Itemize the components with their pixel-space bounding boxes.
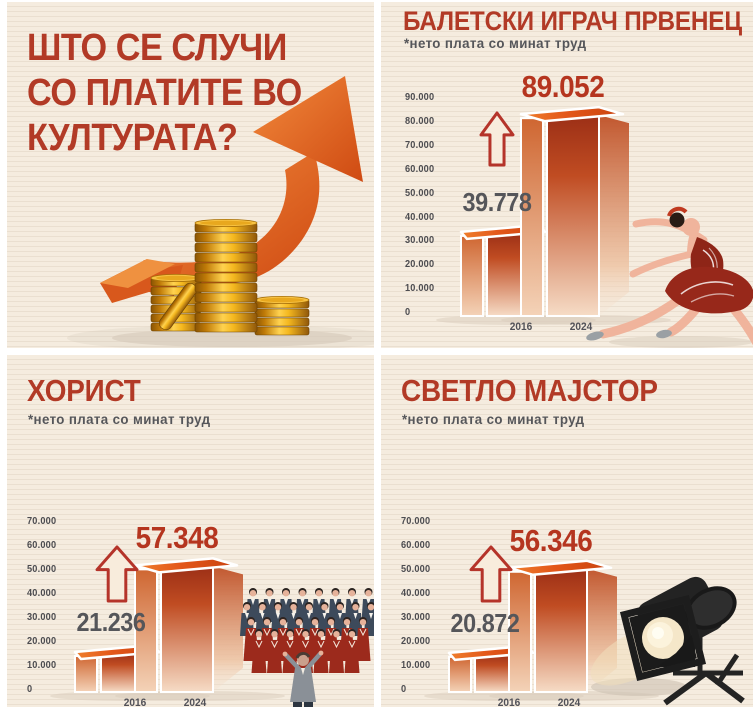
poster-title-line: ШТО СЕ СЛУЧИ xyxy=(27,27,287,69)
y-axis-tick-label: 70.000 xyxy=(27,516,57,527)
bar-chart-chorist xyxy=(50,545,374,707)
y-axis-tick-label: 40.000 xyxy=(401,588,431,599)
bar-chart-ballet-principal-dancer xyxy=(436,105,753,348)
y-axis-tick-label: 60.000 xyxy=(27,540,57,551)
poster-title-line: СО ПЛАТИТЕ ВО xyxy=(27,72,302,114)
chart-subtitle: *нето плата со минат труд xyxy=(402,411,585,427)
increase-arrow-icon xyxy=(479,111,515,167)
y-axis-tick-label: 70.000 xyxy=(405,139,435,151)
y-axis-tick-label: 30.000 xyxy=(401,612,431,623)
coins-and-arrow-illustration xyxy=(67,76,374,348)
chart-title: СВЕТЛО МАЈСТОР xyxy=(401,373,658,408)
chart-panel-chorist: ХОРИСТ *нето плата со минат труд 70.000 6… xyxy=(7,355,374,707)
y-axis-tick-label: 60.000 xyxy=(405,163,435,175)
y-axis-tick-label: 0 xyxy=(401,684,407,695)
y-axis-tick-label: 40.000 xyxy=(405,211,435,223)
increase-arrow-icon xyxy=(469,545,513,603)
x-axis-category-label: 2024 xyxy=(183,697,207,707)
bar-value-label: 89.052 xyxy=(521,69,605,105)
x-axis-category-label: 2016 xyxy=(123,697,147,707)
bar-value-label: 56.346 xyxy=(509,522,593,558)
y-axis-tick-label: 20.000 xyxy=(401,636,431,647)
y-axis-tick-label: 0 xyxy=(27,684,33,695)
chart-subtitle: *нето плата со минат труд xyxy=(404,35,587,51)
bar-2024 xyxy=(519,105,629,317)
poster-title-line: КУЛТУРАТА? xyxy=(27,117,238,159)
y-axis-tick-label: 70.000 xyxy=(401,516,431,527)
chart-panel-ballet-principal: БАЛЕТСКИ ИГРАЧ ПРВЕНЕЦ *нето плата со ми… xyxy=(381,2,753,348)
x-axis-category-label: 2016 xyxy=(497,697,521,707)
chart-title: ХОРИСТ xyxy=(27,373,141,408)
intro-panel: ШТО СЕ СЛУЧИ СО ПЛАТИТЕ ВО КУЛТУРАТА? xyxy=(7,2,374,348)
y-axis-tick-label: 10.000 xyxy=(401,660,431,671)
x-axis-category-label: 2024 xyxy=(569,321,593,333)
bar-value-label: 57.348 xyxy=(135,520,219,556)
poster-title: ШТО СЕ СЛУЧИ СО ПЛАТИТЕ ВО КУЛТУРАТА? xyxy=(27,26,302,161)
y-axis-tick-label: 50.000 xyxy=(401,564,431,575)
y-axis-tick-label: 50.000 xyxy=(27,564,57,575)
increase-arrow-icon xyxy=(95,545,139,603)
spotlight-illustration xyxy=(590,576,745,706)
y-axis-tick-label: 50.000 xyxy=(405,187,435,199)
chart-panel-light-master: СВЕТЛО МАЈСТОР *нето плата со минат труд… xyxy=(381,355,753,707)
y-axis-tick-label: 20.000 xyxy=(405,259,435,271)
x-axis-category-label: 2024 xyxy=(557,697,581,707)
coins-rising-arrow-illustration xyxy=(67,76,374,348)
y-axis-tick-label: 20.000 xyxy=(27,636,57,647)
y-axis-tick-label: 30.000 xyxy=(405,235,435,247)
y-axis-tick-label: 60.000 xyxy=(401,540,431,551)
chart-subtitle: *нето плата со минат труд xyxy=(28,411,211,427)
y-axis-tick-label: 10.000 xyxy=(405,283,435,295)
y-axis-tick-label: 80.000 xyxy=(405,115,435,127)
chart-title: БАЛЕТСКИ ИГРАЧ ПРВЕНЕЦ xyxy=(403,6,742,36)
choir-illustration xyxy=(240,588,374,707)
bar-value-label: 21.236 xyxy=(76,607,146,638)
ballerina-illustration xyxy=(586,206,753,348)
bar-value-label: 20.872 xyxy=(450,607,520,638)
y-axis-tick-label: 10.000 xyxy=(27,660,57,671)
y-axis-tick-label: 30.000 xyxy=(27,612,57,623)
y-axis-tick-label: 90.000 xyxy=(405,92,435,103)
bar-value-label: 39.778 xyxy=(462,186,532,217)
bar-chart-light-master xyxy=(424,545,745,706)
bar-2024 xyxy=(133,557,243,694)
y-axis-tick-label: 40.000 xyxy=(27,588,57,599)
y-axis-tick-label: 0 xyxy=(405,307,411,319)
x-axis-category-label: 2016 xyxy=(509,321,533,333)
